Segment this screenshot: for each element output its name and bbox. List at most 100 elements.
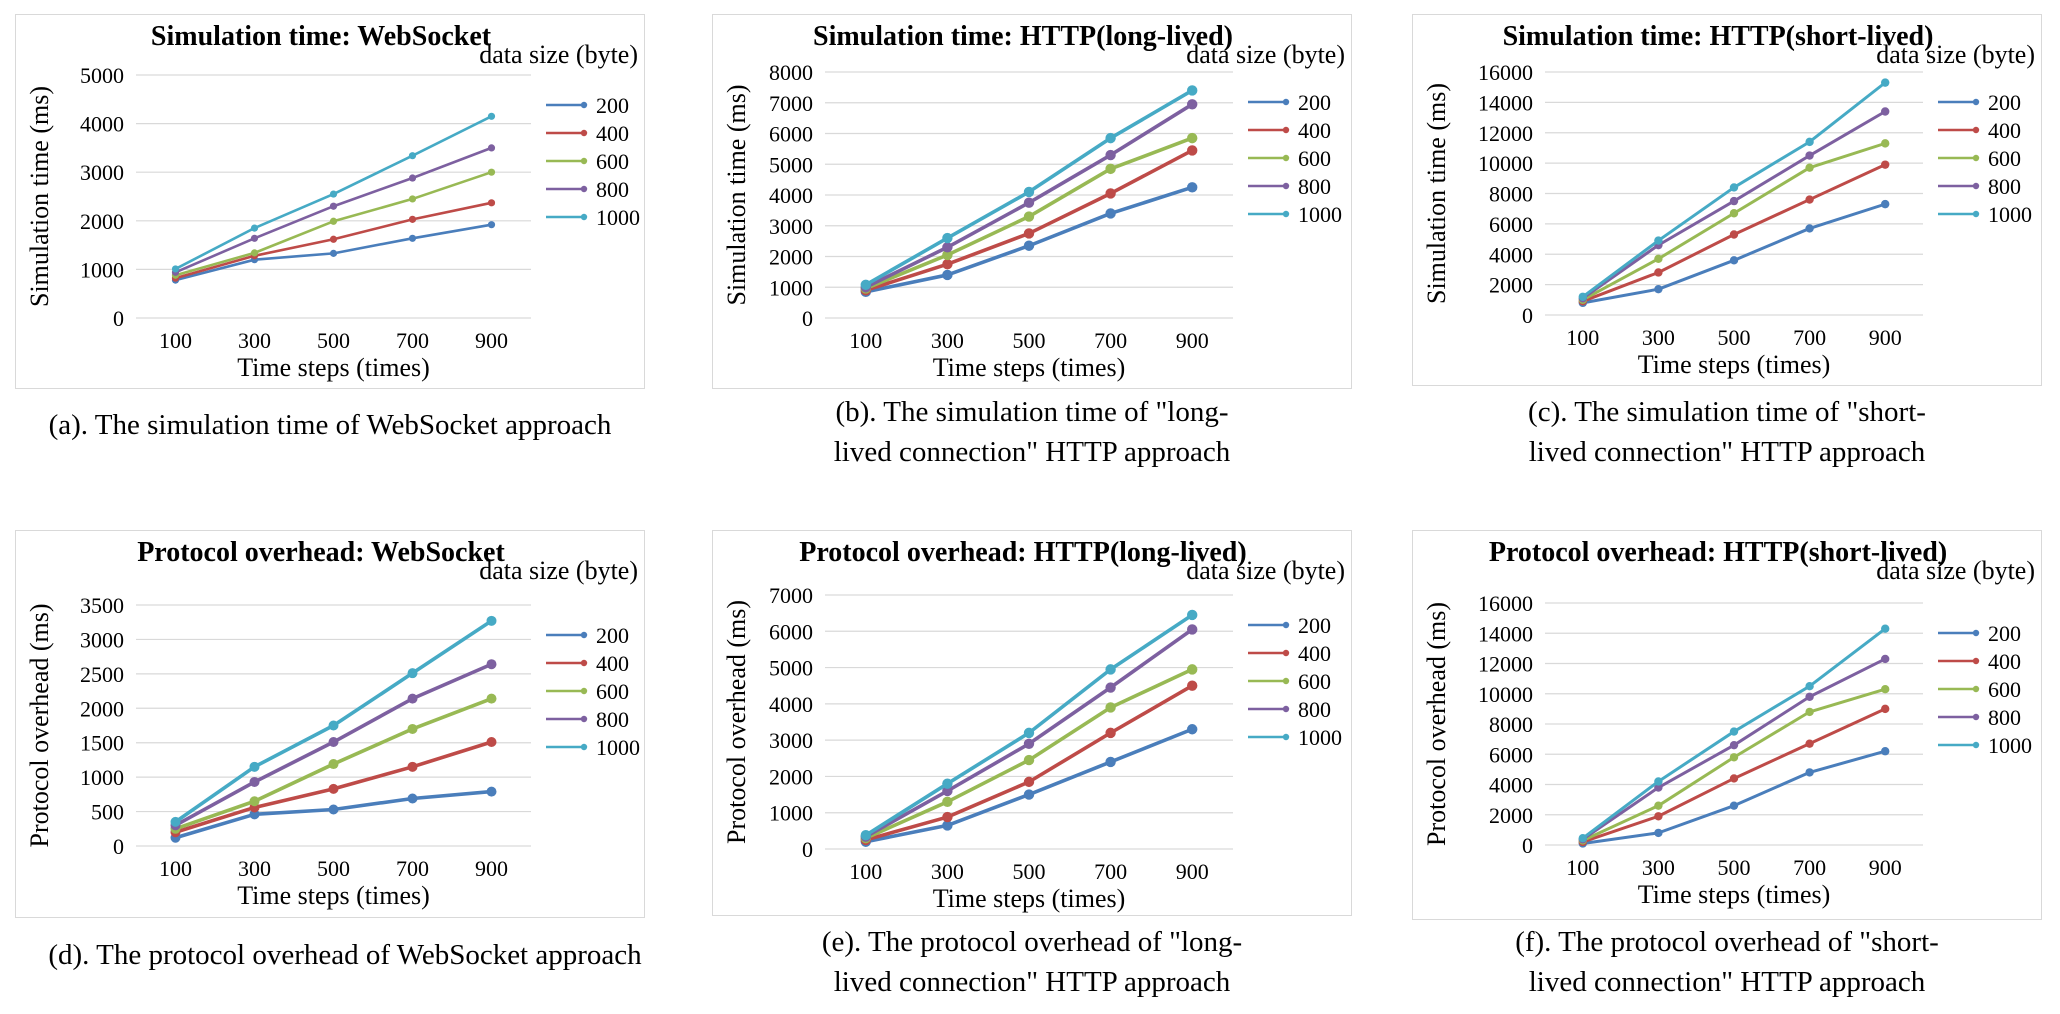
x-tick-label: 700 <box>1793 855 1826 880</box>
chart-title: Protocol overhead: HTTP(short-lived) <box>1489 537 1947 568</box>
legend-marker-200 <box>1972 98 1980 106</box>
data-point-1000 <box>1187 85 1198 96</box>
y-tick-label: 2000 <box>80 696 124 721</box>
legend-title: data size (byte) <box>1876 556 2035 585</box>
data-point-400 <box>486 737 497 748</box>
data-point-800 <box>329 202 338 210</box>
data-point-600 <box>1105 702 1116 713</box>
legend-title: data size (byte) <box>479 40 638 69</box>
x-tick-label: 900 <box>475 328 508 353</box>
data-point-1000 <box>1881 624 1890 633</box>
data-point-800 <box>249 776 260 787</box>
data-point-600 <box>249 796 260 807</box>
figure-caption: (a). The simulation time of WebSocket ap… <box>0 405 730 445</box>
data-point-1000 <box>1023 186 1035 198</box>
legend-marker-200 <box>1972 629 1980 637</box>
y-tick-label: 2000 <box>769 245 813 270</box>
legend-marker-200 <box>1282 98 1290 106</box>
data-point-1000 <box>1105 132 1116 144</box>
data-point-1000 <box>250 224 259 232</box>
figure-caption: (c). The simulation time of "short-lived… <box>1327 392 2060 472</box>
x-tick-label: 300 <box>238 856 271 881</box>
y-tick-label: 0 <box>802 306 813 331</box>
y-tick-label: 6000 <box>1489 212 1533 237</box>
x-tick-label: 300 <box>1642 325 1675 350</box>
data-point-400 <box>1881 160 1890 169</box>
data-point-600 <box>486 693 497 704</box>
data-point-400 <box>1105 188 1116 199</box>
data-point-800 <box>328 737 339 748</box>
legend-title: data size (byte) <box>1186 40 1345 69</box>
x-tick-label: 300 <box>931 859 964 884</box>
y-tick-label: 12000 <box>1478 652 1533 677</box>
y-tick-label: 8000 <box>769 60 813 85</box>
legend-label-400: 400 <box>1988 118 2021 143</box>
chart-title: Simulation time: HTTP(short-lived) <box>1503 21 1934 52</box>
data-point-400 <box>1023 228 1035 239</box>
data-point-800 <box>1105 149 1116 161</box>
y-tick-label: 7000 <box>769 583 813 608</box>
data-point-400 <box>1187 145 1198 156</box>
legend-marker-600 <box>580 157 588 165</box>
y-tick-label: 0 <box>802 837 813 862</box>
y-tick-label: 1000 <box>80 765 124 790</box>
data-point-200 <box>1105 756 1116 768</box>
data-point-1000 <box>329 190 338 198</box>
data-point-400 <box>1023 776 1035 788</box>
x-tick-label: 900 <box>1869 325 1902 350</box>
x-tick-label: 700 <box>1094 328 1127 353</box>
x-tick-label: 500 <box>317 328 350 353</box>
data-point-800 <box>407 693 418 704</box>
data-point-600 <box>487 168 496 176</box>
y-tick-label: 5000 <box>80 63 124 88</box>
legend-marker-1000 <box>1972 210 1980 218</box>
caption-line: (d). The protocol overhead of WebSocket … <box>48 939 642 971</box>
x-axis-label: Time steps (times) <box>237 353 430 382</box>
data-point-1000 <box>408 152 417 160</box>
x-axis-label: Time steps (times) <box>237 881 430 910</box>
x-tick-label: 100 <box>1566 325 1599 350</box>
y-axis-label: Simulation time (ms) <box>1422 83 1451 304</box>
legend-label-600: 600 <box>1988 677 2021 702</box>
legend-label-800: 800 <box>1298 697 1331 722</box>
caption-line: (a). The simulation time of WebSocket ap… <box>48 409 612 441</box>
y-tick-label: 14000 <box>1478 621 1533 646</box>
y-axis-label: Simulation time (ms) <box>722 85 751 306</box>
x-axis-label: Time steps (times) <box>1638 350 1831 379</box>
x-tick-label: 100 <box>1566 855 1599 880</box>
x-tick-label: 900 <box>475 856 508 881</box>
data-point-400 <box>407 761 418 772</box>
chart-title: Simulation time: HTTP(long-lived) <box>813 21 1233 52</box>
legend-label-800: 800 <box>1298 174 1331 199</box>
y-tick-label: 4000 <box>80 112 124 137</box>
caption-line: lived connection" HTTP approach <box>1528 436 1926 468</box>
legend-label-400: 400 <box>1988 649 2021 674</box>
y-tick-label: 4000 <box>1489 242 1533 267</box>
data-point-400 <box>942 258 953 270</box>
legend-marker-600 <box>1972 685 1980 693</box>
legend-title: data size (byte) <box>1186 556 1345 585</box>
data-point-600 <box>1729 209 1739 218</box>
data-point-200 <box>1187 724 1198 735</box>
y-tick-label: 0 <box>1522 833 1533 858</box>
legend-label-1000: 1000 <box>1298 725 1342 750</box>
legend-label-200: 200 <box>1298 90 1331 115</box>
x-axis-label: Time steps (times) <box>933 353 1126 382</box>
x-tick-label: 700 <box>396 328 429 353</box>
x-tick-label: 500 <box>317 856 350 881</box>
data-point-600 <box>1805 163 1814 172</box>
legend-marker-800 <box>580 185 588 193</box>
legend-marker-400 <box>1972 126 1980 134</box>
data-point-600 <box>1023 754 1035 766</box>
legend-marker-800 <box>1972 713 1980 721</box>
data-point-1000 <box>1023 727 1035 739</box>
data-point-800 <box>1729 740 1739 750</box>
caption-line: lived connection" HTTP approach <box>833 436 1231 468</box>
data-point-200 <box>942 269 953 281</box>
data-point-600 <box>328 759 339 770</box>
x-tick-label: 100 <box>159 328 192 353</box>
data-point-200 <box>1729 256 1739 265</box>
legend-title: data size (byte) <box>479 556 638 585</box>
data-point-400 <box>1654 812 1663 821</box>
data-point-600 <box>1105 163 1116 175</box>
